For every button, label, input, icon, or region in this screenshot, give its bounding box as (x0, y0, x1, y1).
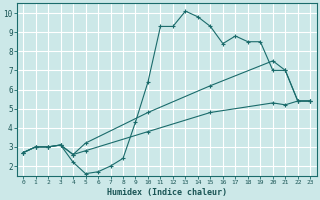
X-axis label: Humidex (Indice chaleur): Humidex (Indice chaleur) (107, 188, 227, 197)
